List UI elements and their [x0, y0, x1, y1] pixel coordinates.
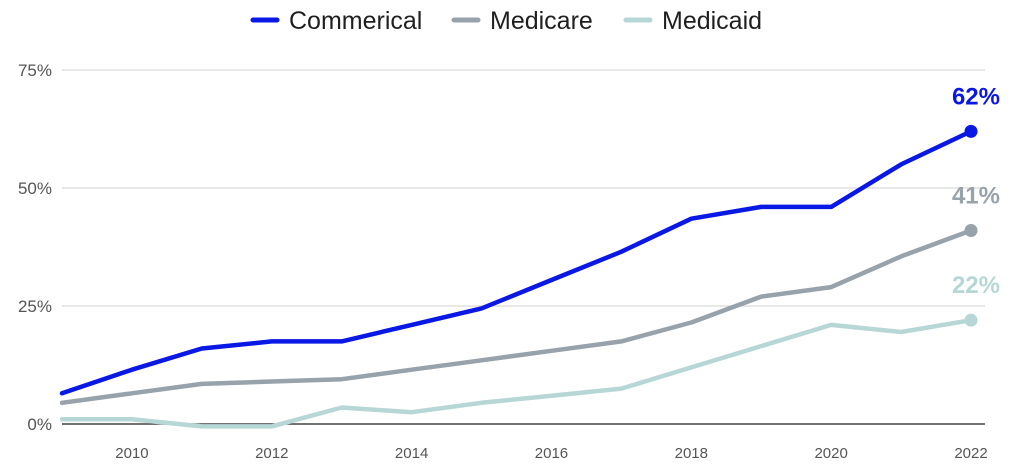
- x-tick-label: 2014: [395, 445, 428, 462]
- x-tick-label: 2016: [535, 445, 568, 462]
- y-tick-label: 25%: [18, 297, 52, 316]
- end-label-medicaid: 22%: [952, 272, 1000, 299]
- x-tick-label: 2020: [814, 445, 847, 462]
- end-labels: 22% 41% 62%: [952, 83, 1000, 299]
- end-label-commerical: 62%: [952, 83, 1000, 110]
- gridlines: [62, 69, 985, 307]
- series-line-commerical: [59, 129, 974, 396]
- legend-label-commerical: Commerical: [289, 7, 422, 35]
- x-tick-label: 2018: [675, 445, 708, 462]
- axes: 0% 25% 50% 75% 2010 2012 2014 2016 2018 2020 2022: [18, 61, 988, 462]
- series-line-medicare: [59, 228, 974, 406]
- end-point-commerical: [964, 124, 978, 138]
- end-point-medicaid: [964, 313, 978, 327]
- x-tick-label: 2022: [954, 445, 987, 462]
- y-tick-label: 75%: [18, 61, 52, 80]
- legend-label-medicare: Medicare: [490, 7, 593, 35]
- y-tick-label: 0%: [27, 415, 52, 434]
- end-label-medicare: 41%: [952, 182, 1000, 209]
- legend: Commerical Medicare Medicaid: [250, 7, 762, 35]
- end-point-medicare: [964, 223, 978, 237]
- x-tick-label: 2010: [115, 445, 148, 462]
- x-tick-label: 2012: [255, 445, 288, 462]
- series-line-medicaid: [59, 317, 974, 429]
- series-lines: [59, 124, 978, 429]
- y-tick-label: 50%: [18, 179, 52, 198]
- legend-label-medicaid: Medicaid: [662, 7, 762, 35]
